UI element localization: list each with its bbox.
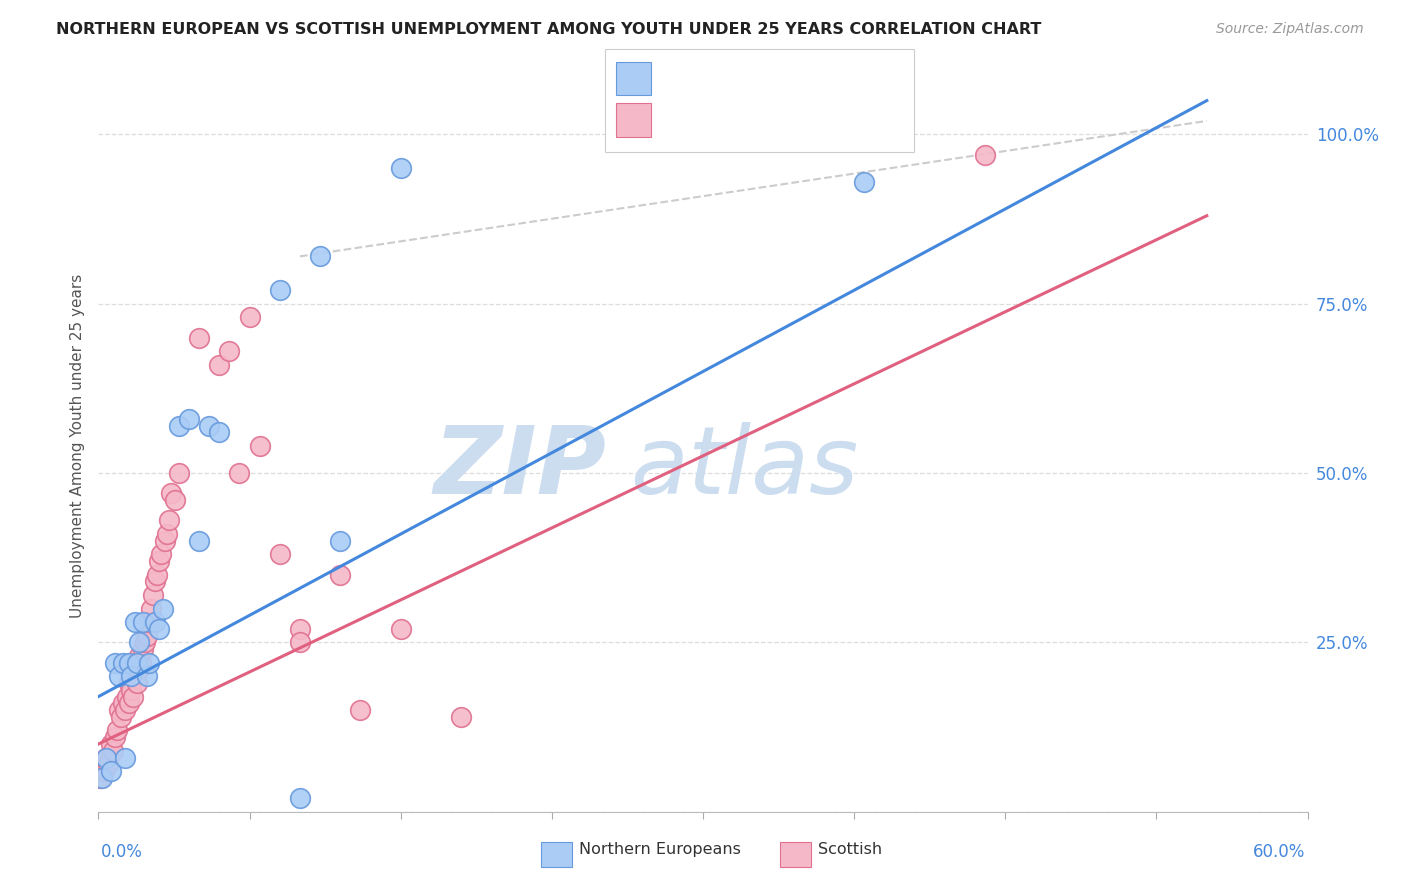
Point [132, 615, 155, 629]
Point [450, 710, 472, 724]
Point [218, 344, 240, 359]
Point [128, 663, 150, 677]
Point [103, 656, 125, 670]
Point [105, 723, 128, 738]
Point [389, 161, 412, 176]
Text: ZIP: ZIP [433, 422, 606, 514]
Text: N = 29: N = 29 [792, 64, 859, 82]
Point [143, 615, 166, 629]
Point [288, 635, 311, 649]
Point [208, 425, 231, 440]
Text: N = 53: N = 53 [792, 109, 859, 127]
Y-axis label: Unemployment Among Youth under 25 years: Unemployment Among Youth under 25 years [69, 274, 84, 618]
Point [160, 486, 183, 500]
Text: Northern Europeans: Northern Europeans [579, 842, 741, 857]
Point [135, 669, 157, 683]
Point [208, 358, 231, 372]
Point [198, 418, 221, 433]
Point [853, 175, 876, 189]
Point [93, 764, 115, 778]
Point [329, 533, 352, 548]
Point [111, 697, 134, 711]
Point [111, 656, 134, 670]
Point [153, 533, 176, 548]
Point [288, 622, 311, 636]
Point [118, 697, 141, 711]
Point [163, 493, 186, 508]
Point [128, 635, 150, 649]
Point [974, 148, 997, 162]
Point [138, 615, 160, 629]
Point [309, 249, 332, 263]
Point [132, 642, 155, 657]
Point [103, 730, 125, 744]
Point [96, 750, 118, 764]
Point [128, 648, 150, 663]
Text: R =  0.590: R = 0.590 [658, 109, 754, 127]
Text: 0.0%: 0.0% [101, 843, 143, 861]
Point [107, 669, 129, 683]
Point [96, 750, 118, 764]
Point [148, 554, 170, 568]
Point [157, 514, 180, 528]
Point [288, 791, 311, 805]
Point [156, 527, 179, 541]
Point [389, 622, 412, 636]
Point [148, 622, 170, 636]
Point [135, 629, 157, 643]
Point [100, 764, 122, 778]
Point [100, 737, 122, 751]
Text: atlas: atlas [630, 423, 859, 514]
Point [177, 412, 201, 426]
Point [125, 656, 148, 670]
Point [149, 547, 172, 561]
Point [97, 757, 120, 772]
Point [269, 547, 291, 561]
Point [129, 656, 152, 670]
Point [239, 310, 262, 325]
Point [249, 439, 271, 453]
Text: Scottish: Scottish [818, 842, 883, 857]
Point [120, 682, 142, 697]
Point [114, 703, 136, 717]
Text: R =  0.561: R = 0.561 [658, 64, 754, 82]
Point [91, 757, 114, 772]
Point [120, 669, 142, 683]
Point [269, 283, 291, 297]
Text: NORTHERN EUROPEAN VS SCOTTISH UNEMPLOYMENT AMONG YOUTH UNDER 25 YEARS CORRELATIO: NORTHERN EUROPEAN VS SCOTTISH UNEMPLOYME… [56, 22, 1042, 37]
Point [228, 466, 250, 480]
Point [115, 690, 138, 704]
Point [110, 710, 132, 724]
Point [91, 771, 114, 785]
Point [152, 601, 174, 615]
Point [188, 331, 211, 345]
Point [167, 466, 190, 480]
Point [118, 656, 141, 670]
Point [125, 676, 148, 690]
Point [142, 588, 165, 602]
Point [118, 676, 141, 690]
Point [101, 744, 124, 758]
Point [143, 574, 166, 589]
Point [349, 703, 371, 717]
Point [188, 533, 211, 548]
Point [114, 750, 136, 764]
Point [146, 567, 169, 582]
Text: Source: ZipAtlas.com: Source: ZipAtlas.com [1216, 22, 1364, 37]
Point [139, 601, 162, 615]
Point [107, 703, 129, 717]
Point [124, 656, 146, 670]
Point [329, 567, 352, 582]
Point [138, 656, 160, 670]
Point [121, 690, 143, 704]
Text: 60.0%: 60.0% [1253, 843, 1305, 861]
Point [134, 635, 156, 649]
Point [124, 615, 146, 629]
Point [167, 418, 190, 433]
Point [89, 771, 111, 785]
